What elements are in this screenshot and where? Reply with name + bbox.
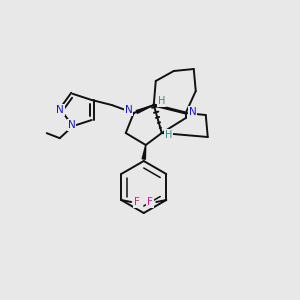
Text: N: N <box>125 105 133 115</box>
Text: N: N <box>68 120 76 130</box>
Text: F: F <box>134 197 140 207</box>
Polygon shape <box>136 105 154 113</box>
Text: N: N <box>189 107 196 117</box>
Text: H: H <box>165 130 172 140</box>
Text: F: F <box>147 197 153 207</box>
Text: H: H <box>158 96 165 106</box>
Text: N: N <box>56 105 64 115</box>
Polygon shape <box>142 145 146 159</box>
